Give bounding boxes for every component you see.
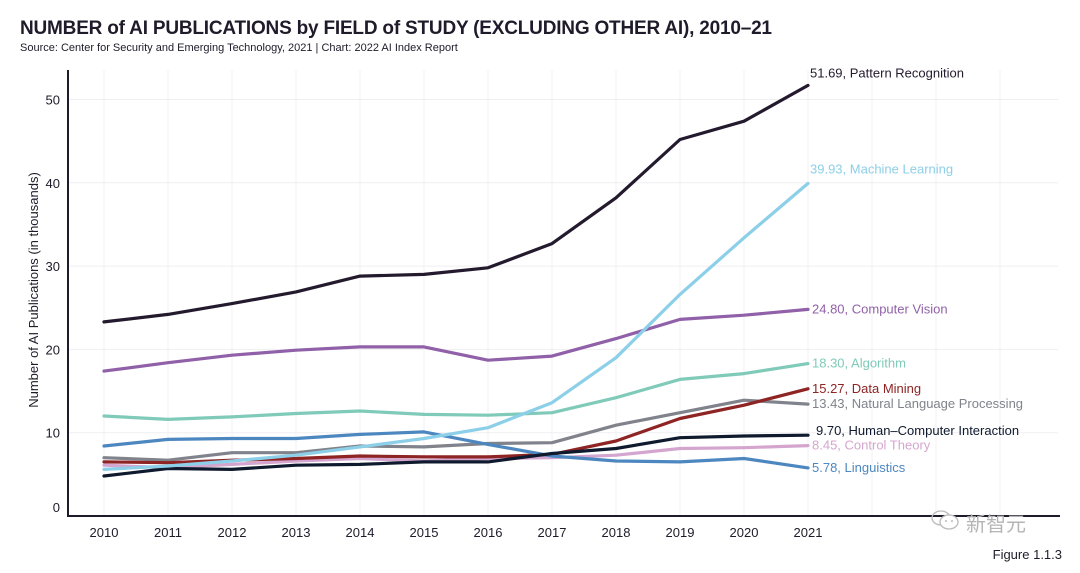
wechat-icon bbox=[930, 508, 960, 537]
x-tick-label: 2016 bbox=[474, 525, 503, 540]
data-label: 18.30, Algorithm bbox=[812, 356, 906, 371]
x-tick-label: 2019 bbox=[666, 525, 695, 540]
watermark: 新智元 bbox=[930, 508, 1026, 537]
series-end-labels: 51.69, Pattern Recognition 39.93, Machine… bbox=[810, 65, 1023, 474]
series-line-human-computer-interaction bbox=[102, 433, 810, 478]
y-tick-label: 20 bbox=[46, 342, 60, 357]
x-tick-label: 2015 bbox=[410, 525, 439, 540]
y-tick-label: 50 bbox=[46, 93, 60, 108]
data-label: 51.69, Pattern Recognition bbox=[810, 65, 964, 80]
series-line-algorithm bbox=[102, 362, 810, 421]
series-lines bbox=[102, 83, 810, 478]
chart-title: NUMBER of AI PUBLICATIONS by FIELD of ST… bbox=[20, 18, 772, 39]
series-line-pattern-recognition bbox=[102, 83, 810, 324]
y-tick-label: 10 bbox=[46, 426, 60, 441]
x-tick-label: 2018 bbox=[602, 525, 631, 540]
y-axis-title: Number of AI Publications (in thousands) bbox=[26, 172, 41, 408]
data-label: 5.78, Linguistics bbox=[812, 460, 906, 475]
series-line-computer-vision bbox=[102, 307, 810, 373]
x-tick-label: 2020 bbox=[730, 525, 759, 540]
series-line-linguistics bbox=[102, 430, 810, 470]
y-tick-labels: 0 10 20 30 40 50 bbox=[46, 93, 60, 516]
gridlines bbox=[69, 70, 1058, 515]
data-label: 13.43, Natural Language Processing bbox=[812, 396, 1023, 411]
series-line-control-theory bbox=[102, 444, 810, 470]
chart-subtitle: Source: Center for Security and Emerging… bbox=[20, 42, 458, 54]
data-label: 39.93, Machine Learning bbox=[810, 161, 953, 176]
x-tick-label: 2012 bbox=[218, 525, 247, 540]
x-tick-label: 2010 bbox=[90, 525, 119, 540]
x-tick-labels: 2010 2011 2012 2013 2014 2015 2016 2017 2018 2019… bbox=[90, 525, 823, 540]
x-tick-label: 2014 bbox=[346, 525, 375, 540]
figure-label: Figure 1.1.3 bbox=[992, 547, 1062, 562]
x-tick-label: 2013 bbox=[282, 525, 311, 540]
series-line-machine-learning bbox=[102, 181, 810, 471]
data-label: 8.45, Control Theory bbox=[812, 438, 931, 453]
y-tick-label: 0 bbox=[53, 500, 60, 515]
watermark-text: 新智元 bbox=[966, 512, 1026, 536]
series-line-data-mining bbox=[102, 387, 810, 465]
data-label: 9.70, Human–Computer Interaction bbox=[816, 423, 1019, 438]
series-line-natural-language-processing bbox=[102, 398, 810, 462]
data-label: 24.80, Computer Vision bbox=[812, 301, 948, 316]
x-tick-label: 2021 bbox=[794, 525, 823, 540]
y-tick-label: 40 bbox=[46, 176, 60, 191]
y-tick-label: 30 bbox=[46, 259, 60, 274]
x-tick-label: 2011 bbox=[154, 525, 182, 540]
data-label: 15.27, Data Mining bbox=[812, 381, 921, 396]
x-tick-label: 2017 bbox=[538, 525, 567, 540]
